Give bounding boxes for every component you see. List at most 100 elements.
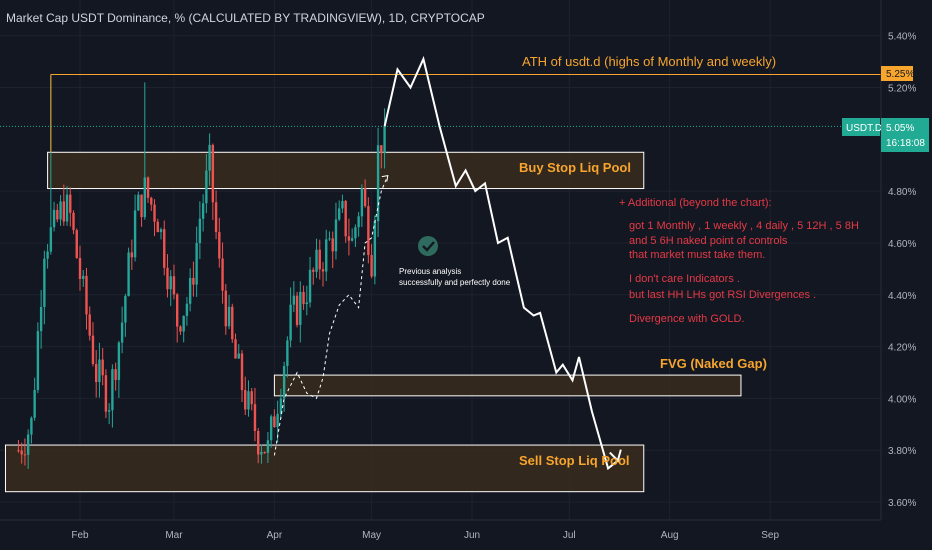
candle-body — [185, 303, 189, 316]
candle-body — [20, 450, 23, 455]
x-tick-label: Mar — [165, 530, 183, 541]
y-tick-label: 4.20% — [888, 343, 916, 354]
candle-body — [269, 416, 273, 441]
current-price-badge: 5.05% 16:18:08 — [881, 118, 929, 152]
candle-body — [367, 206, 370, 256]
candle-body — [282, 365, 286, 399]
candle-body — [214, 202, 218, 233]
x-tick-label: Jun — [464, 530, 480, 541]
note-line: I don't care Indicators . — [629, 273, 740, 285]
candle-body — [237, 353, 240, 359]
note-line: and 5 6H naked point of controls — [629, 235, 788, 247]
candle-body — [133, 210, 137, 258]
candle-body — [52, 209, 56, 228]
candle-body — [150, 197, 153, 205]
candle-body — [169, 276, 172, 290]
candle-body — [62, 201, 65, 222]
time-axis[interactable]: Feb Mar Apr May Jun Jul Aug Sep — [0, 519, 881, 541]
candle-body — [370, 255, 373, 277]
candle-body — [127, 252, 130, 297]
candle-body — [72, 212, 75, 231]
zone-fvg — [273, 374, 742, 397]
candle-body — [260, 451, 263, 455]
candle-body — [263, 451, 266, 453]
zones — [4, 151, 742, 493]
candle-body — [153, 204, 156, 222]
candle-body — [363, 188, 367, 207]
candle-body — [78, 257, 82, 279]
candle-body — [172, 276, 176, 295]
candle-body — [114, 369, 117, 380]
y-tick-label: 4.80% — [888, 187, 916, 198]
candle-body — [91, 335, 95, 364]
candle-body — [295, 295, 299, 325]
x-tick-label: Feb — [71, 530, 89, 541]
candle-body — [338, 208, 341, 220]
chart-title: Market Cap USDT Dominance, % (CALCULATED… — [6, 11, 485, 25]
candle-body — [266, 440, 270, 453]
candle-body — [308, 269, 312, 303]
candle-body — [39, 306, 43, 332]
symbol-badge: USDT.D — [842, 118, 882, 136]
candle-body — [357, 216, 360, 228]
candle-body — [43, 258, 46, 307]
price-axis[interactable]: 5.40% 5.20% 4.80% 4.60% 4.40% 4.20% 4.00% 3.80%… — [880, 0, 916, 520]
y-tick-label: 3.60% — [888, 498, 916, 509]
candle-body — [159, 229, 163, 233]
candle-body — [98, 359, 101, 383]
svg-text:USDT.D: USDT.D — [846, 123, 882, 134]
candle-body — [383, 126, 386, 154]
y-tick-label: 5.40% — [888, 32, 916, 43]
candle-body — [273, 416, 276, 428]
ath-price-badge: 5.25% — [881, 66, 914, 81]
candle-body — [360, 188, 364, 217]
candle-body — [166, 267, 169, 290]
candle-body — [117, 342, 121, 380]
candle-body — [380, 145, 383, 154]
candle-body — [198, 218, 202, 244]
candle-body — [250, 391, 253, 405]
candle-body — [75, 230, 78, 258]
candle-body — [208, 144, 211, 171]
candle-body — [292, 295, 296, 305]
candle-body — [23, 454, 27, 456]
previous-analysis-line2: successfully and perfectly done — [399, 278, 511, 287]
candle-body — [318, 249, 321, 270]
candle-body — [334, 219, 338, 252]
candle-body — [315, 249, 318, 272]
notes: + Additional (beyond the chart): got 1 M… — [619, 197, 859, 325]
x-tick-label: May — [362, 530, 381, 541]
candle-body — [247, 391, 250, 410]
candle-body — [137, 194, 140, 211]
candle-body — [331, 238, 334, 252]
candle-body — [104, 375, 108, 412]
candle-body — [176, 294, 179, 327]
y-tick-label: 4.00% — [888, 394, 916, 405]
candle-body — [286, 340, 289, 366]
lines — [0, 55, 881, 471]
candle-body — [211, 144, 215, 203]
candle-body — [179, 326, 182, 332]
candle-body — [347, 236, 351, 241]
candle-body — [312, 269, 315, 272]
candle-body — [188, 277, 192, 304]
candle-body — [192, 277, 195, 285]
svg-text:5.05%: 5.05% — [886, 123, 914, 134]
candle-body — [321, 269, 325, 272]
y-tick-label: 3.80% — [888, 446, 916, 457]
candle-body — [163, 229, 166, 268]
candle-body — [111, 369, 114, 411]
x-tick-label: Aug — [661, 530, 679, 541]
check-icon — [418, 236, 438, 256]
candle-body — [299, 291, 302, 325]
candle-body — [276, 413, 279, 428]
y-tick-label: 5.20% — [888, 84, 916, 95]
candle-body — [59, 201, 62, 220]
note-line: + Additional (beyond the chart): — [619, 197, 772, 209]
candle-body — [36, 331, 40, 390]
candles — [17, 74, 386, 469]
candle-body — [350, 238, 354, 241]
candle-body — [231, 306, 234, 340]
candle-body — [107, 410, 111, 412]
